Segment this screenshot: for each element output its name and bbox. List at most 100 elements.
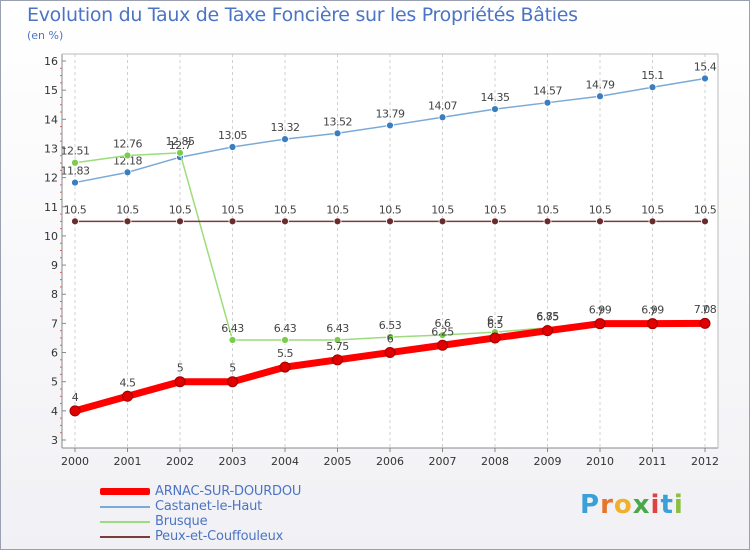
x-tick-label: 2005 bbox=[324, 455, 352, 468]
data-label: 6.25 bbox=[431, 325, 454, 338]
data-point bbox=[71, 178, 79, 187]
data-label: 10.5 bbox=[221, 203, 244, 216]
data-point bbox=[333, 336, 342, 344]
legend-swatch-arnac bbox=[100, 488, 150, 495]
y-tick-label: 10 bbox=[44, 230, 58, 243]
data-label: 7.08 bbox=[694, 303, 717, 316]
legend-swatch-peux bbox=[100, 536, 150, 538]
data-point bbox=[384, 347, 396, 359]
data-label: 10.5 bbox=[379, 203, 402, 216]
data-label: 10.5 bbox=[274, 203, 297, 216]
data-label: 12.18 bbox=[113, 154, 142, 167]
data-point bbox=[69, 405, 81, 417]
data-point bbox=[123, 151, 132, 160]
x-tick-label: 2008 bbox=[481, 455, 509, 468]
data-point bbox=[227, 376, 238, 388]
data-point bbox=[596, 217, 604, 226]
data-label: 12.85 bbox=[166, 135, 195, 148]
data-point bbox=[176, 217, 184, 226]
data-label: 12.7 bbox=[169, 139, 192, 152]
data-point bbox=[701, 217, 709, 226]
data-label: 6.75 bbox=[536, 311, 559, 324]
legend-swatch-brusque bbox=[100, 521, 150, 523]
data-point bbox=[228, 336, 237, 344]
data-label: 4.5 bbox=[120, 376, 136, 389]
y-tick-label: 7 bbox=[51, 317, 58, 330]
y-tick-label: 8 bbox=[51, 288, 58, 301]
y-tick-label: 9 bbox=[51, 259, 58, 272]
data-label: 13.79 bbox=[376, 107, 405, 120]
data-point bbox=[542, 325, 553, 337]
data-label: 6.85 bbox=[536, 310, 559, 323]
data-label: 10.5 bbox=[169, 203, 192, 216]
data-label: 10.5 bbox=[64, 203, 87, 216]
data-point bbox=[648, 83, 657, 92]
proxiti-logo: Proxiti bbox=[580, 490, 684, 520]
data-point bbox=[648, 217, 657, 226]
data-point bbox=[543, 217, 552, 226]
data-point bbox=[386, 217, 394, 226]
data-point bbox=[701, 74, 709, 83]
legend-label-castanet: Castanet-le-Haut bbox=[155, 499, 263, 514]
data-label: 7 bbox=[649, 305, 656, 318]
data-label: 12.76 bbox=[113, 137, 142, 150]
data-point bbox=[699, 317, 711, 329]
y-tick-label: 6 bbox=[51, 347, 58, 360]
data-point bbox=[281, 217, 289, 226]
data-label: 4 bbox=[72, 391, 79, 404]
data-point bbox=[438, 331, 447, 339]
data-label: 6.43 bbox=[274, 322, 297, 335]
y-tick-label: 13 bbox=[44, 142, 58, 155]
data-label: 6 bbox=[387, 333, 394, 346]
data-label: 5.75 bbox=[326, 340, 349, 353]
data-label: 12.51 bbox=[61, 145, 90, 158]
data-point bbox=[437, 339, 448, 351]
data-label: 6.53 bbox=[379, 319, 402, 332]
data-label: 10.5 bbox=[326, 203, 349, 216]
data-point bbox=[438, 217, 447, 226]
data-label: 5 bbox=[229, 362, 236, 375]
x-tick-label: 2009 bbox=[534, 455, 562, 468]
y-tick-label: 15 bbox=[44, 84, 58, 97]
data-label: 13.05 bbox=[218, 129, 247, 142]
data-label: 10.5 bbox=[589, 203, 612, 216]
data-label: 6.99 bbox=[641, 304, 664, 317]
data-point bbox=[438, 113, 447, 122]
data-label: 7 bbox=[702, 303, 709, 316]
data-point bbox=[176, 148, 184, 157]
data-point bbox=[386, 121, 394, 130]
data-point bbox=[491, 105, 499, 114]
data-point bbox=[123, 217, 132, 226]
logo-letter: r bbox=[600, 490, 614, 520]
data-label: 6.99 bbox=[589, 304, 612, 317]
data-point bbox=[543, 98, 552, 107]
data-point bbox=[489, 332, 501, 344]
data-point bbox=[122, 390, 133, 402]
y-tick-label: 11 bbox=[44, 201, 58, 214]
logo-letter: P bbox=[580, 490, 601, 520]
logo-letter: x bbox=[632, 490, 651, 520]
data-label: 13.32 bbox=[271, 121, 300, 134]
data-point bbox=[647, 318, 658, 330]
data-label: 5 bbox=[177, 362, 184, 375]
logo-letter: i bbox=[673, 490, 684, 520]
legend-label-peux: Peux-et-Couffouleux bbox=[155, 529, 284, 544]
y-tick-label: 5 bbox=[51, 376, 58, 389]
data-label: 14.79 bbox=[586, 78, 615, 91]
data-point bbox=[333, 129, 342, 138]
data-label: 14.35 bbox=[481, 91, 510, 104]
data-point bbox=[71, 217, 79, 226]
data-label: 6.43 bbox=[326, 322, 349, 335]
x-tick-label: 2011 bbox=[639, 455, 667, 468]
x-tick-label: 2003 bbox=[219, 455, 247, 468]
data-label: 14.57 bbox=[533, 85, 562, 98]
x-tick-label: 2007 bbox=[429, 455, 457, 468]
legend-label-brusque: Brusque bbox=[155, 514, 208, 529]
data-label: 10.5 bbox=[431, 203, 454, 216]
x-tick-label: 2006 bbox=[376, 455, 404, 468]
y-tick-label: 16 bbox=[44, 55, 58, 68]
data-point bbox=[281, 135, 289, 144]
data-point bbox=[386, 333, 394, 341]
x-tick-label: 2010 bbox=[586, 455, 614, 468]
